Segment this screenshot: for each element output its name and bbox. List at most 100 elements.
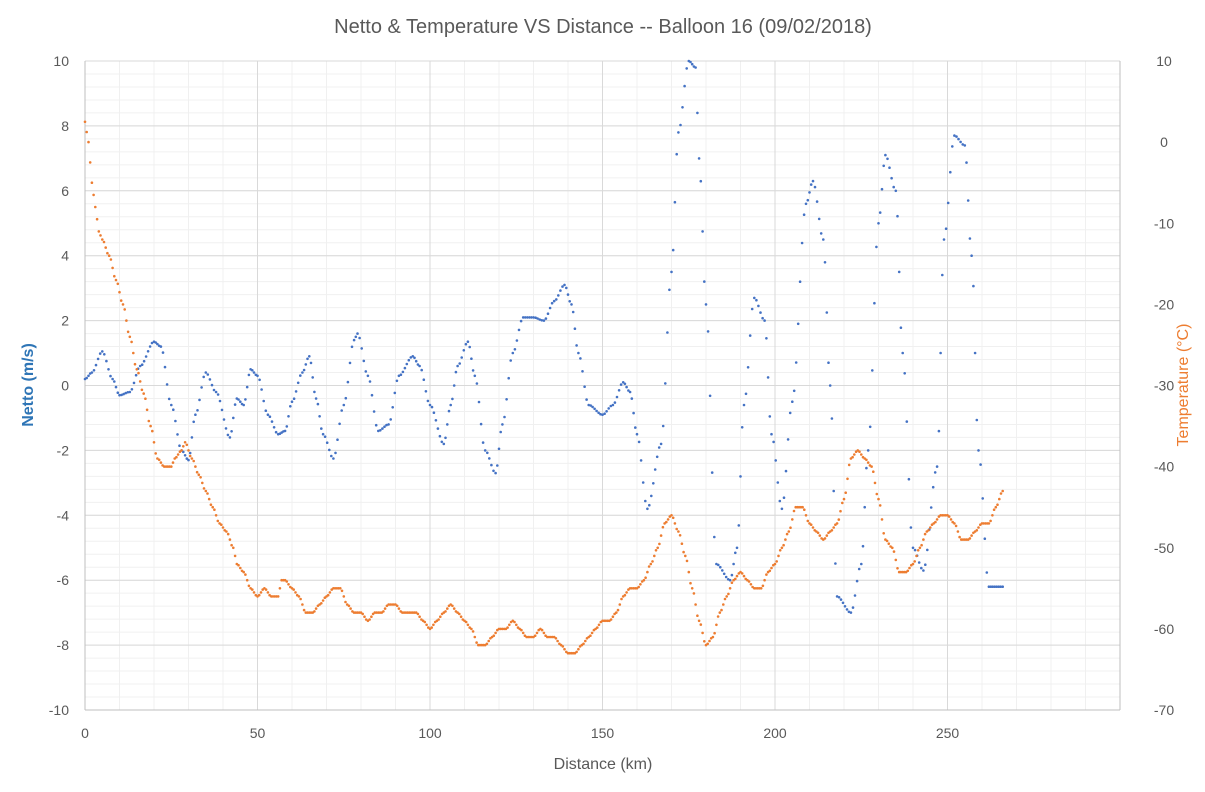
temperature-point <box>211 505 214 509</box>
netto-point <box>126 391 130 394</box>
temperature-point <box>444 610 447 613</box>
temperature-point <box>913 560 916 563</box>
netto-point <box>183 454 187 457</box>
temperature-point <box>94 205 97 209</box>
temperature-point <box>132 351 135 355</box>
temperature-point <box>347 604 351 608</box>
temperature-point <box>994 505 998 509</box>
netto-point <box>770 432 773 436</box>
temperature-point <box>597 623 601 627</box>
temperature-point <box>137 371 140 375</box>
temperature-point <box>159 461 163 464</box>
temperature-point <box>344 600 347 604</box>
netto-point <box>391 406 395 409</box>
temperature-point <box>918 546 922 550</box>
netto-point <box>309 361 313 365</box>
temperature-point <box>616 608 620 612</box>
netto-point <box>256 374 259 378</box>
temperature-point <box>708 639 711 643</box>
netto-point <box>202 375 205 379</box>
netto-point <box>566 293 570 296</box>
temperature-point <box>383 607 387 610</box>
netto-point <box>289 405 292 408</box>
netto-point <box>630 397 634 400</box>
temperature-point <box>747 580 751 583</box>
temperature-point <box>487 639 491 643</box>
netto-point <box>677 131 680 134</box>
temperature-point <box>299 597 302 601</box>
netto-point <box>132 381 136 385</box>
temperature-point <box>696 614 699 617</box>
netto-point <box>882 164 885 168</box>
temperature-point <box>837 518 841 521</box>
temperature-point <box>804 514 808 517</box>
temperature-point <box>699 623 703 626</box>
temperature-point <box>506 626 509 629</box>
netto-point <box>262 399 266 403</box>
temperature-point <box>292 588 296 591</box>
netto-point <box>385 423 388 427</box>
temperature-point <box>722 603 725 606</box>
netto-point <box>653 468 657 471</box>
temperature-point <box>844 491 847 495</box>
netto-point <box>198 398 201 402</box>
netto-point <box>85 376 88 380</box>
netto-point <box>761 316 764 320</box>
netto-point <box>577 351 580 355</box>
temperature-point <box>720 608 723 612</box>
netto-point <box>360 347 364 350</box>
temperature-point <box>116 282 120 286</box>
temperature-point <box>302 608 306 612</box>
netto-point <box>589 404 592 407</box>
netto-point <box>446 423 449 426</box>
netto-point <box>233 403 237 406</box>
temperature-point <box>894 558 898 562</box>
temperature-point <box>168 465 171 468</box>
netto-point <box>929 506 933 509</box>
netto-point <box>513 348 517 351</box>
temperature-point <box>375 611 378 614</box>
netto-point <box>432 411 436 415</box>
temperature-point <box>475 641 478 644</box>
temperature-point <box>761 584 765 588</box>
temperature-point <box>144 397 147 401</box>
temperature-point <box>825 534 829 537</box>
temperature-point <box>563 647 566 651</box>
temperature-point <box>949 518 953 521</box>
temperature-point <box>389 603 392 606</box>
temperature-point <box>727 592 730 596</box>
temperature-point <box>92 193 95 197</box>
netto-point <box>285 425 289 428</box>
netto-point <box>321 432 325 436</box>
netto-point <box>308 355 311 358</box>
temperature-point <box>175 455 178 459</box>
temperature-point <box>114 278 118 282</box>
y-right-tick-label: -60 <box>1154 621 1174 637</box>
temperature-point <box>835 522 839 525</box>
netto-point <box>704 303 708 306</box>
netto-point <box>595 409 598 413</box>
temperature-point <box>989 519 992 523</box>
netto-point <box>542 319 546 322</box>
netto-point <box>563 283 566 287</box>
netto-point <box>897 270 901 274</box>
temperature-point <box>749 583 753 586</box>
netto-point <box>452 384 456 387</box>
netto-point <box>296 381 300 385</box>
temperature-point <box>97 230 101 233</box>
temperature-point <box>847 463 851 467</box>
netto-point <box>811 179 815 183</box>
netto-point <box>679 123 682 127</box>
netto-point <box>242 403 245 407</box>
netto-point <box>597 411 600 415</box>
netto-point <box>403 366 407 370</box>
temperature-point <box>194 465 197 468</box>
netto-point <box>222 418 226 421</box>
netto-point <box>182 450 185 454</box>
netto-point <box>294 390 298 393</box>
netto-point <box>224 427 228 430</box>
temperature-point <box>998 497 1001 501</box>
temperature-point <box>661 525 665 529</box>
netto-point <box>515 339 519 342</box>
netto-point <box>530 316 533 319</box>
